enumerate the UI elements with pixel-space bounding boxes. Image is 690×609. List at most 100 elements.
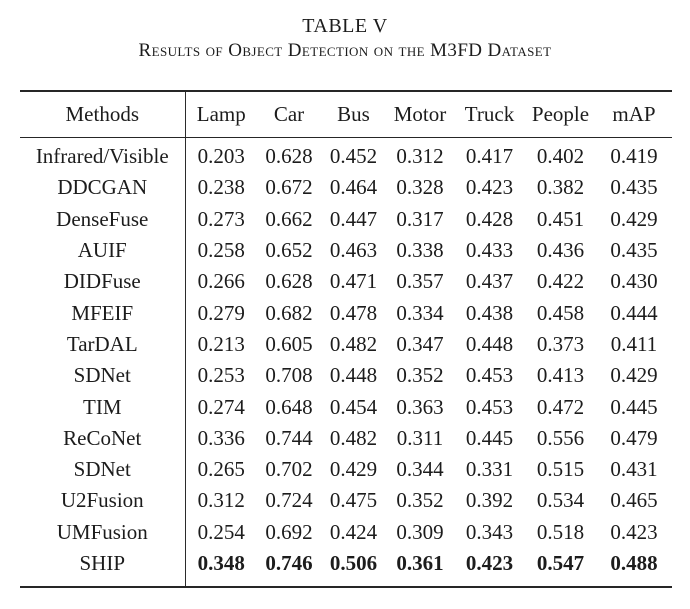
value-cell: 0.445: [465, 425, 514, 450]
value-cell: 0.451: [536, 206, 585, 231]
value-cell: 0.702: [265, 457, 313, 482]
method-cell: DIDFuse: [20, 266, 186, 298]
value-cell: 0.392: [465, 488, 514, 513]
value-cell: 0.429: [610, 206, 658, 231]
value-cell: 0.628: [265, 269, 313, 294]
method-cell: DDCGAN: [20, 172, 186, 204]
value-cell: 0.279: [197, 300, 245, 325]
header-row: Methods Lamp Car Bus Motor Truck People mAP: [20, 91, 672, 138]
table-row: SHIP 0.348 0.746 0.506 0.361 0.423 0.547 0.488: [20, 547, 672, 588]
value-cell: 0.344: [396, 457, 444, 482]
value-cell: 0.556: [536, 425, 585, 450]
value-cell: 0.453: [465, 363, 514, 388]
value-cell: 0.309: [396, 519, 444, 544]
table-body: Infrared/Visible 0.203 0.628 0.452 0.312 0.41…: [20, 137, 672, 588]
value-cell: 0.662: [265, 206, 313, 231]
table-row: UMFusion 0.254 0.692 0.424 0.309 0.343 0.518 0.…: [20, 516, 672, 548]
value-cell: 0.465: [610, 488, 658, 513]
value-cell: 0.274: [197, 394, 245, 419]
value-cell: 0.672: [265, 175, 313, 200]
value-cell: 0.682: [265, 300, 313, 325]
column-header-map: mAP: [596, 91, 672, 138]
table-row: MFEIF 0.279 0.682 0.478 0.334 0.438 0.458 0.444: [20, 297, 672, 329]
value-cell: 0.652: [265, 238, 313, 263]
value-cell: 0.328: [396, 175, 444, 200]
value-cell: 0.444: [610, 300, 658, 325]
value-cell: 0.238: [197, 175, 245, 200]
table-row: Infrared/Visible 0.203 0.628 0.452 0.312 0.41…: [20, 137, 672, 173]
method-cell: UMFusion: [20, 516, 186, 548]
table-row: U2Fusion 0.312 0.724 0.475 0.352 0.392 0.534 0.…: [20, 485, 672, 517]
value-cell: 0.708: [265, 363, 313, 388]
column-header-truck: Truck: [454, 91, 525, 138]
method-cell: ReCoNet: [20, 422, 186, 454]
value-cell: 0.518: [536, 519, 585, 544]
value-cell: 0.482: [329, 331, 378, 356]
value-cell: 0.744: [265, 425, 313, 450]
value-cell: 0.464: [329, 175, 378, 200]
value-cell: 0.348: [197, 551, 245, 575]
value-cell: 0.312: [396, 144, 444, 169]
table-subtitle: Results of Object Detection on the M3FD …: [138, 40, 552, 61]
value-cell: 0.429: [329, 457, 378, 482]
value-cell: 0.429: [610, 363, 658, 388]
value-cell: 0.447: [329, 206, 378, 231]
value-cell: 0.411: [610, 331, 658, 356]
value-cell: 0.373: [536, 331, 585, 356]
value-cell: 0.547: [536, 551, 585, 575]
value-cell: 0.334: [396, 300, 444, 325]
results-table: Methods Lamp Car Bus Motor Truck People mAP Inf…: [20, 90, 672, 589]
value-cell: 0.203: [197, 144, 245, 169]
table-row: DenseFuse 0.273 0.662 0.447 0.317 0.428 0.451 0…: [20, 203, 672, 235]
method-cell: TarDAL: [20, 328, 186, 361]
value-cell: 0.471: [329, 269, 378, 294]
value-cell: 0.435: [610, 175, 658, 200]
value-cell: 0.347: [396, 331, 444, 356]
column-header-people: People: [525, 91, 596, 138]
value-cell: 0.746: [265, 551, 313, 575]
value-cell: 0.648: [265, 394, 313, 419]
value-cell: 0.357: [396, 269, 444, 294]
method-cell: Infrared/Visible: [20, 137, 186, 173]
value-cell: 0.423: [465, 551, 514, 575]
value-cell: 0.436: [536, 238, 585, 263]
table-row: TarDAL 0.213 0.605 0.482 0.347 0.448 0.373 0.41…: [20, 328, 672, 361]
value-cell: 0.422: [536, 269, 585, 294]
value-cell: 0.266: [197, 269, 245, 294]
value-cell: 0.482: [329, 425, 378, 450]
value-cell: 0.453: [465, 394, 514, 419]
value-cell: 0.343: [465, 519, 514, 544]
value-cell: 0.317: [396, 206, 444, 231]
value-cell: 0.311: [396, 425, 444, 450]
table-row: TIM 0.274 0.648 0.454 0.363 0.453 0.472 0.445: [20, 391, 672, 423]
method-cell: DenseFuse: [20, 203, 186, 235]
value-cell: 0.417: [465, 144, 514, 169]
value-cell: 0.605: [265, 331, 313, 356]
value-cell: 0.336: [197, 425, 245, 450]
method-cell: AUIF: [20, 234, 186, 267]
value-cell: 0.402: [536, 144, 585, 169]
value-cell: 0.478: [329, 300, 378, 325]
value-cell: 0.438: [465, 300, 514, 325]
column-header-lamp: Lamp: [185, 91, 257, 138]
column-header-motor: Motor: [386, 91, 454, 138]
column-header-car: Car: [257, 91, 321, 138]
value-cell: 0.452: [329, 144, 378, 169]
table-row: AUIF 0.258 0.652 0.463 0.338 0.433 0.436 0.435: [20, 234, 672, 267]
column-header-methods: Methods: [20, 91, 186, 138]
results-table-container: Methods Lamp Car Bus Motor Truck People mAP Inf…: [20, 90, 672, 589]
table-row: SDNet 0.265 0.702 0.429 0.344 0.331 0.515 0.431: [20, 453, 672, 486]
table-caption: TABLE V Results of Object Detection on t…: [0, 14, 690, 62]
value-cell: 0.435: [610, 238, 658, 263]
value-cell: 0.361: [396, 551, 444, 575]
value-cell: 0.437: [465, 269, 514, 294]
table-row: DDCGAN 0.238 0.672 0.464 0.328 0.423 0.382 0.43…: [20, 172, 672, 204]
method-cell: SDNet: [20, 453, 186, 486]
table-row: SDNet 0.253 0.708 0.448 0.352 0.453 0.413 0.429: [20, 360, 672, 392]
value-cell: 0.534: [536, 488, 585, 513]
value-cell: 0.424: [329, 519, 378, 544]
value-cell: 0.515: [536, 457, 585, 482]
value-cell: 0.338: [396, 238, 444, 263]
method-cell: SDNet: [20, 360, 186, 392]
